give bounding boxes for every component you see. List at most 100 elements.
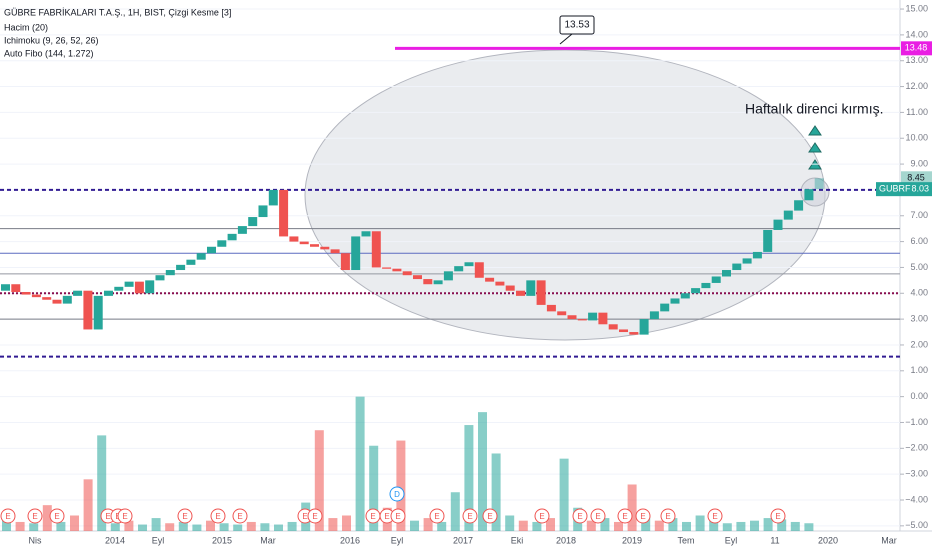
brick [701,282,711,289]
event-label: E [182,512,187,521]
y-tick-label: 5.00 [910,262,928,272]
volume-bar [29,523,39,531]
brick [299,241,309,245]
brick [104,290,113,296]
brick [711,276,721,283]
event-label: E [595,512,600,521]
volume-bar [260,523,270,531]
x-tick-label: Mar [881,535,897,545]
x-tick-label: Tem [677,535,694,545]
volume-bar [559,458,569,531]
brick [382,267,392,269]
brick [536,280,546,305]
y-tick-label: 15.00 [905,3,928,13]
y-tick-label: −1.00 [905,417,928,427]
event-marker [27,508,43,524]
price-tag-label: 13.48 [905,43,928,53]
event-label: E [302,512,307,521]
brick [794,200,804,211]
volume-bar [736,521,746,531]
volume-bar [437,521,447,531]
volume-bar [532,521,542,531]
brick [227,233,237,241]
brick [62,295,72,304]
event-marker [707,508,723,524]
volume-bar [83,479,93,531]
brick [402,271,412,276]
event-label: E [5,512,10,521]
brick [248,217,258,227]
volume-bar [369,445,379,531]
event-marker [635,508,651,524]
event-label: E [775,512,780,521]
volume-bar [586,520,596,531]
x-tick-label: 2017 [453,535,473,545]
volume-bar [314,430,324,531]
volume-bar [219,523,229,531]
brick [433,280,443,285]
y-tick-label: 13.00 [905,55,928,65]
brick [804,189,814,201]
volume-bar [464,425,474,531]
brick [577,319,587,321]
brick [773,219,783,230]
brick [268,189,278,206]
brick [93,295,103,330]
brick [289,236,299,242]
event-label: E [215,512,220,521]
y-tick-label: −5.00 [905,520,928,530]
brick [660,303,670,312]
brick [52,299,62,304]
volume-bar [654,520,664,531]
brick [413,275,422,280]
brick [217,240,227,247]
y-tick-label: 6.00 [910,236,928,246]
event-label: E [312,512,317,521]
brick [464,262,474,267]
event-label: E [384,512,389,521]
volume-bar [151,518,161,531]
brick [732,263,742,271]
volume-bar [124,520,134,531]
event-marker [232,508,248,524]
brick [196,253,206,260]
volume-bar [641,515,651,531]
volume-bar [42,505,52,531]
event-label: E [487,512,492,521]
indicator-label: Auto Fibo (144, 1.272) [4,48,94,58]
brick [423,279,433,285]
price-tag-label: 8.45 [907,173,925,183]
event-label: E [712,512,717,521]
event-label: E [665,512,670,521]
brick [310,244,319,247]
brick [124,281,134,287]
y-tick-label: 12.00 [905,81,928,91]
volume-bar [668,518,678,531]
event-marker [389,486,405,502]
preview-brick [814,178,824,190]
brick [371,231,381,268]
brick [495,281,505,286]
volume-bar [695,515,705,531]
brick [474,262,484,278]
brick [73,290,83,296]
indicator-label: Hacim (20) [4,22,48,32]
volume-bar [709,520,719,531]
event-marker [660,508,676,524]
x-tick-label: Eyl [725,535,738,545]
brick [670,298,680,304]
brick [361,231,371,237]
volume-bar [410,520,419,531]
volume-bar [627,484,637,531]
annotation: Haftalık direnci kırmış. [745,101,883,117]
event-label: D [394,490,400,499]
volume-bar [804,523,814,531]
price-tag [901,171,932,186]
event-marker [429,508,445,524]
y-tick-label: 1.00 [910,365,928,375]
brick [11,284,21,292]
volume-bar [478,412,487,531]
event-label: E [122,512,127,521]
chart-title: GÜBRE FABRİKALARI T.A.Ş., 1H, BIST, Çizg… [4,7,231,17]
